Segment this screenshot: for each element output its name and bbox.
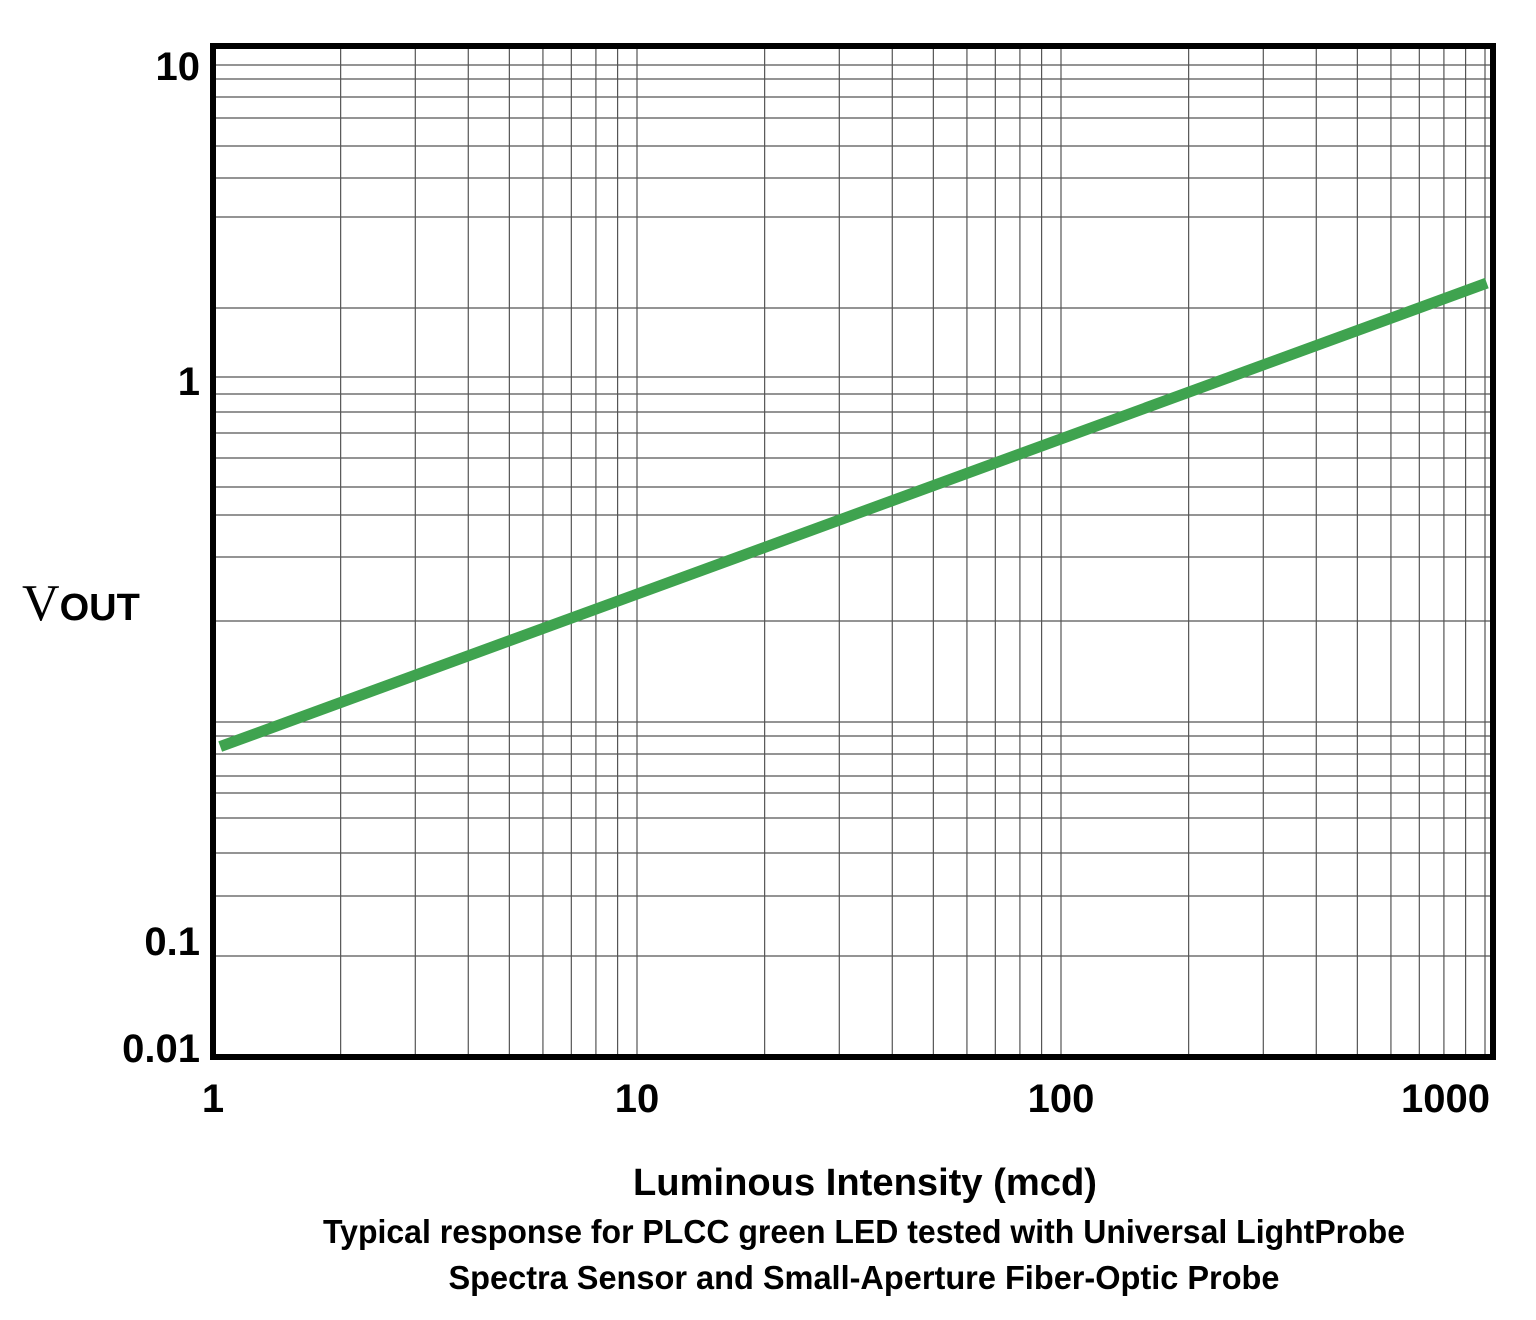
y-axis-label: VOUT — [22, 575, 140, 632]
y-tick-label: 10 — [156, 45, 201, 89]
caption-line-1: Typical response for PLCC green LED test… — [323, 1213, 1405, 1250]
plot-frame — [210, 43, 1496, 1060]
series-layer — [218, 277, 1489, 752]
y-axis-label-main: V — [22, 575, 60, 632]
y-tick-label: 0.01 — [122, 1027, 200, 1071]
x-tick-label: 100 — [1028, 1077, 1095, 1121]
x-tick-label: 1 — [202, 1077, 224, 1121]
x-tick-label: 10 — [615, 1077, 660, 1121]
x-tick-label: 1000 — [1401, 1077, 1490, 1121]
y-tick-label: 0.1 — [144, 920, 200, 964]
caption-line-2: Spectra Sensor and Small-Aperture Fiber-… — [449, 1259, 1280, 1296]
grid — [213, 46, 1493, 1057]
x-axis-label: Luminous Intensity (mcd) — [633, 1162, 1097, 1204]
x-tick-labels: 1 10 100 1000 — [202, 1077, 1490, 1121]
y-tick-labels: 10 1 0.1 0.01 — [122, 45, 200, 1071]
y-tick-label: 1 — [178, 360, 200, 404]
y-axis-label-sub: OUT — [60, 587, 140, 629]
series-line — [218, 277, 1489, 752]
